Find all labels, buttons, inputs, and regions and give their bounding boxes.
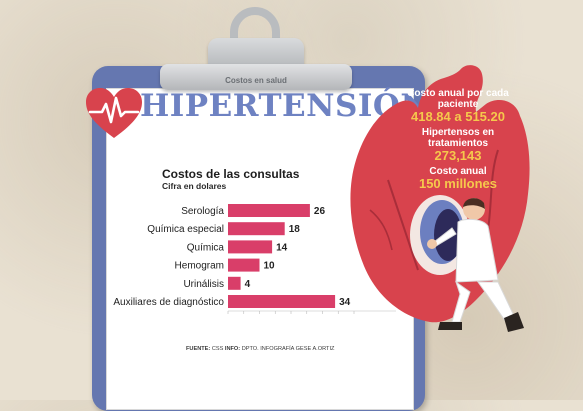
- source-note: FUENTE: CSS INFO: DPTO. INFOGRAFÍA GESE …: [186, 346, 334, 352]
- stat-value: 418.84 a 515.20: [411, 109, 505, 124]
- chart-title: Costos de las consultas: [162, 167, 300, 181]
- data-label: 34: [339, 297, 351, 308]
- data-label: 26: [314, 206, 326, 217]
- bar: [228, 276, 241, 290]
- bar: [228, 222, 285, 236]
- bar: [228, 258, 260, 272]
- category-label: Serología: [181, 206, 224, 217]
- stat-label: Hipertensos en tratamientos: [421, 127, 495, 149]
- stat-annual-cost: Costo anual 150 millones: [398, 166, 518, 191]
- chart-subtitle: Cifra en dolares: [162, 181, 227, 191]
- doctor-heart-illustration: [350, 65, 530, 332]
- data-label: 4: [245, 279, 251, 290]
- stat-value: 273,143: [434, 148, 482, 163]
- bar-chart: Serología 26 Química especial 18 Química 14 He…: [113, 204, 396, 314]
- category-label: Auxiliares de diagnóstico: [113, 297, 224, 308]
- bar: [228, 240, 273, 254]
- stat-annual-cost-per-patient: Costo anual por cada paciente 418.84 a 5…: [398, 88, 518, 124]
- stat-patients-in-treatment: Hipertensos en tratamientos 273,143: [398, 127, 518, 163]
- stat-label: Costo anual por cada paciente: [407, 88, 509, 110]
- heart-pulse-icon: [86, 88, 142, 138]
- category-label: Química especial: [147, 224, 224, 235]
- category-label: Urinálisis: [183, 279, 224, 290]
- data-label: 10: [264, 261, 276, 272]
- source-fuente-label: FUENTE:: [186, 346, 211, 352]
- bar: [228, 204, 310, 217]
- stat-label: Costo anual: [429, 166, 487, 177]
- data-label: 14: [276, 242, 288, 253]
- bar: [228, 295, 336, 308]
- section-label: Costos en salud: [225, 76, 287, 85]
- stats-panel: Costo anual por cada paciente 418.84 a 5…: [398, 88, 518, 194]
- source-fuente-value: CSS: [211, 346, 224, 352]
- stat-value: 150 millones: [418, 176, 498, 191]
- source-info-value: DPTO. INFOGRAFÍA GESE A.ORTIZ: [241, 346, 335, 352]
- category-label: Hemogram: [175, 261, 224, 272]
- data-label: 18: [289, 224, 301, 235]
- category-label: Química: [187, 242, 225, 253]
- source-info-label: INFO:: [224, 346, 241, 352]
- clip-base: [160, 64, 352, 90]
